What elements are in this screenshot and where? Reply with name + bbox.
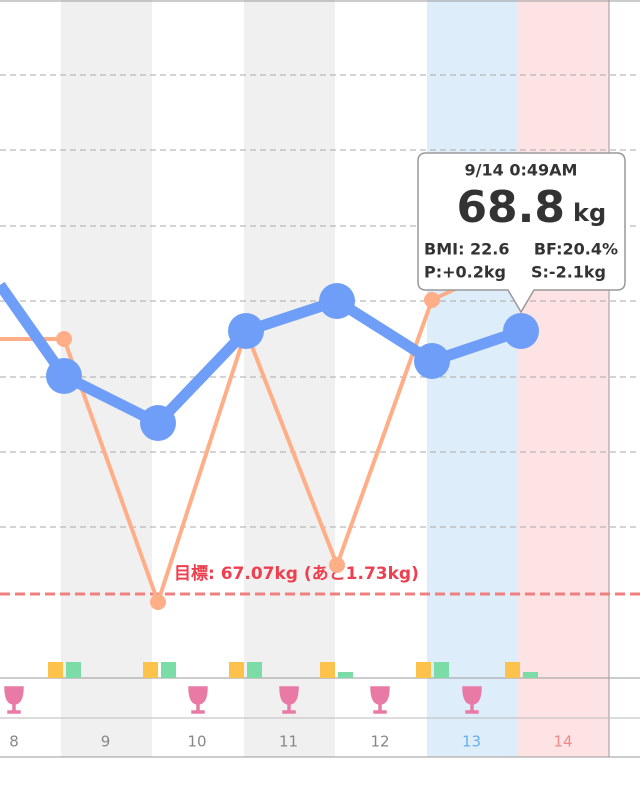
activity-bars: [48, 662, 538, 678]
green-bar: [338, 672, 353, 678]
tooltip-weight: 68.8: [456, 182, 565, 233]
yellow-bar: [143, 662, 158, 678]
wine-glass: [370, 686, 390, 714]
green-bar: [66, 662, 81, 678]
green-bar: [161, 662, 176, 678]
body-fat-point: [150, 594, 166, 610]
yellow-bar: [320, 662, 335, 678]
yellow-bar: [416, 662, 431, 678]
day-label: 14: [553, 733, 572, 751]
day-label: 11: [279, 733, 298, 751]
weight-point: [228, 313, 264, 349]
body-fat-point: [424, 292, 440, 308]
weight-point: [46, 358, 82, 394]
tooltip-time: 9/14 0:49AM: [465, 161, 578, 180]
yellow-bar: [505, 662, 520, 678]
wine-glass: [279, 686, 299, 714]
day-label: 12: [370, 733, 389, 751]
weight-point: [319, 283, 355, 319]
column-bg: [427, 0, 518, 757]
weight-point: [503, 313, 539, 349]
column-bg: [244, 0, 335, 757]
tooltip-p: P:+0.2kg: [424, 263, 506, 282]
day-backgrounds: [61, 0, 609, 757]
tooltip-box: [417, 152, 626, 314]
day-label: 10: [187, 733, 206, 751]
green-bar: [523, 672, 538, 678]
goal-label: 目標: 67.07kg (あと1.73kg): [174, 563, 419, 584]
tooltip: 9/14 0:49AM 68.8 kg BMI: 22.6 BF:20.4% P…: [417, 152, 626, 314]
green-bar: [247, 662, 262, 678]
tooltip-s: S:-2.1kg: [531, 263, 606, 282]
yellow-bar: [48, 662, 63, 678]
yellow-bar: [229, 662, 244, 678]
grid: [0, 74, 640, 528]
day-label: 9: [101, 733, 111, 751]
green-bar: [434, 662, 449, 678]
day-label: 13: [462, 733, 481, 751]
tooltip-unit: kg: [573, 199, 606, 227]
wine-glass: [188, 686, 208, 714]
wine-glass: [462, 686, 482, 714]
body-fat-point: [56, 331, 72, 347]
tooltip-bf: BF:20.4%: [534, 240, 618, 259]
drink-icons: [4, 686, 482, 714]
day-label: 8: [9, 733, 19, 751]
weight-point: [414, 343, 450, 379]
day-labels: 8 9 10 11 12 13 14: [9, 733, 572, 751]
body-fat-point: [329, 557, 345, 573]
tooltip-bmi: BMI: 22.6: [424, 240, 510, 259]
weight-points: [46, 283, 539, 441]
wine-glass: [4, 686, 24, 714]
weight-point: [140, 405, 176, 441]
column-bg: [518, 0, 609, 757]
